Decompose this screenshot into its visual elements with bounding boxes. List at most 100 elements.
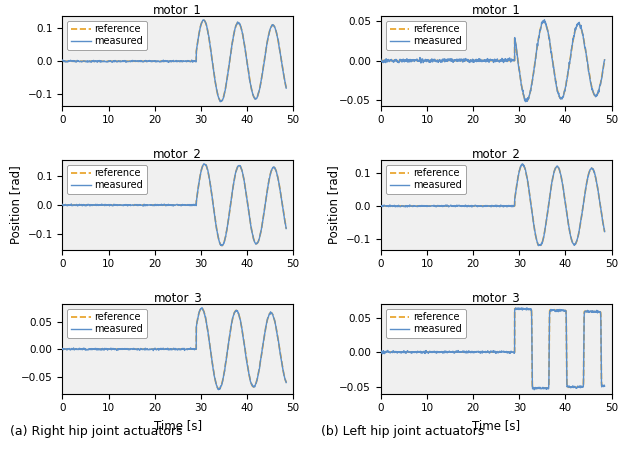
- measured: [198, 305, 206, 310]
- measured: [597, 203, 604, 208]
- reference: [154, 346, 162, 352]
- Legend: reference, measured: reference, measured: [386, 21, 466, 50]
- Title: motor_3: motor_3: [472, 291, 520, 304]
- Line: reference: reference: [62, 308, 286, 389]
- reference: [200, 18, 207, 23]
- measured: [472, 203, 480, 208]
- measured: [530, 387, 538, 392]
- measured: [254, 374, 261, 379]
- Line: measured: measured: [381, 308, 605, 390]
- measured: [601, 57, 608, 63]
- measured: [254, 93, 261, 98]
- reference: [215, 386, 223, 391]
- measured: [59, 346, 66, 351]
- reference: [254, 93, 261, 98]
- Title: motor_1: motor_1: [472, 3, 520, 16]
- Line: reference: reference: [62, 20, 286, 101]
- reference: [283, 226, 290, 231]
- reference: [523, 98, 530, 104]
- reference: [416, 58, 423, 63]
- reference: [601, 229, 608, 234]
- reference: [402, 58, 410, 63]
- Text: (a) Right hip joint actuators: (a) Right hip joint actuators: [11, 425, 183, 437]
- reference: [601, 383, 608, 389]
- reference: [145, 346, 152, 352]
- reference: [59, 202, 66, 208]
- measured: [283, 226, 290, 231]
- measured: [523, 305, 530, 310]
- measured: [463, 348, 470, 354]
- measured: [215, 387, 222, 392]
- measured: [283, 380, 290, 385]
- measured: [377, 348, 384, 353]
- measured: [416, 350, 423, 355]
- reference: [145, 58, 152, 64]
- Title: motor_1: motor_1: [154, 3, 202, 16]
- reference: [254, 240, 261, 245]
- reference: [402, 203, 410, 209]
- Line: reference: reference: [381, 165, 605, 245]
- measured: [278, 199, 286, 205]
- measured: [601, 383, 608, 389]
- reference: [278, 361, 286, 367]
- reference: [519, 162, 526, 167]
- measured: [597, 310, 604, 315]
- Legend: reference, measured: reference, measured: [386, 309, 466, 338]
- measured: [154, 202, 162, 208]
- measured: [278, 61, 286, 67]
- reference: [529, 386, 537, 391]
- Legend: reference, measured: reference, measured: [67, 21, 147, 50]
- Title: motor_2: motor_2: [472, 147, 520, 160]
- reference: [416, 349, 423, 355]
- Line: measured: measured: [381, 164, 605, 246]
- measured: [217, 99, 224, 104]
- measured: [541, 17, 548, 22]
- reference: [97, 346, 105, 352]
- measured: [572, 25, 580, 31]
- measured: [84, 202, 92, 207]
- measured: [519, 161, 526, 166]
- reference: [416, 203, 423, 209]
- reference: [535, 243, 542, 248]
- Title: motor_3: motor_3: [154, 291, 202, 304]
- reference: [511, 306, 519, 311]
- reference: [218, 243, 225, 248]
- measured: [597, 82, 604, 88]
- reference: [154, 58, 162, 64]
- reference: [597, 309, 604, 315]
- Line: measured: measured: [62, 164, 286, 246]
- measured: [59, 57, 66, 63]
- measured: [145, 347, 152, 352]
- reference: [84, 346, 92, 352]
- measured: [416, 57, 423, 63]
- measured: [377, 57, 384, 62]
- reference: [154, 202, 162, 208]
- Line: reference: reference: [381, 22, 605, 101]
- reference: [463, 58, 470, 63]
- measured: [97, 202, 105, 208]
- Line: measured: measured: [62, 20, 286, 102]
- reference: [597, 203, 604, 208]
- Legend: reference, measured: reference, measured: [67, 309, 147, 338]
- reference: [97, 58, 105, 64]
- measured: [572, 385, 580, 391]
- measured: [200, 17, 207, 22]
- reference: [597, 81, 604, 87]
- Line: reference: reference: [381, 309, 605, 388]
- reference: [145, 202, 152, 208]
- reference: [463, 349, 470, 355]
- reference: [198, 306, 205, 311]
- Text: (b) Left hip joint actuators: (b) Left hip joint actuators: [321, 425, 484, 437]
- measured: [601, 229, 608, 234]
- Title: motor_2: motor_2: [154, 147, 202, 160]
- reference: [254, 374, 261, 379]
- reference: [572, 24, 580, 29]
- measured: [535, 243, 542, 248]
- measured: [59, 202, 66, 207]
- Y-axis label: Position [rad]: Position [rad]: [327, 166, 340, 244]
- measured: [402, 349, 410, 354]
- measured: [472, 58, 480, 63]
- measured: [84, 347, 92, 353]
- reference: [572, 384, 580, 390]
- reference: [97, 202, 105, 208]
